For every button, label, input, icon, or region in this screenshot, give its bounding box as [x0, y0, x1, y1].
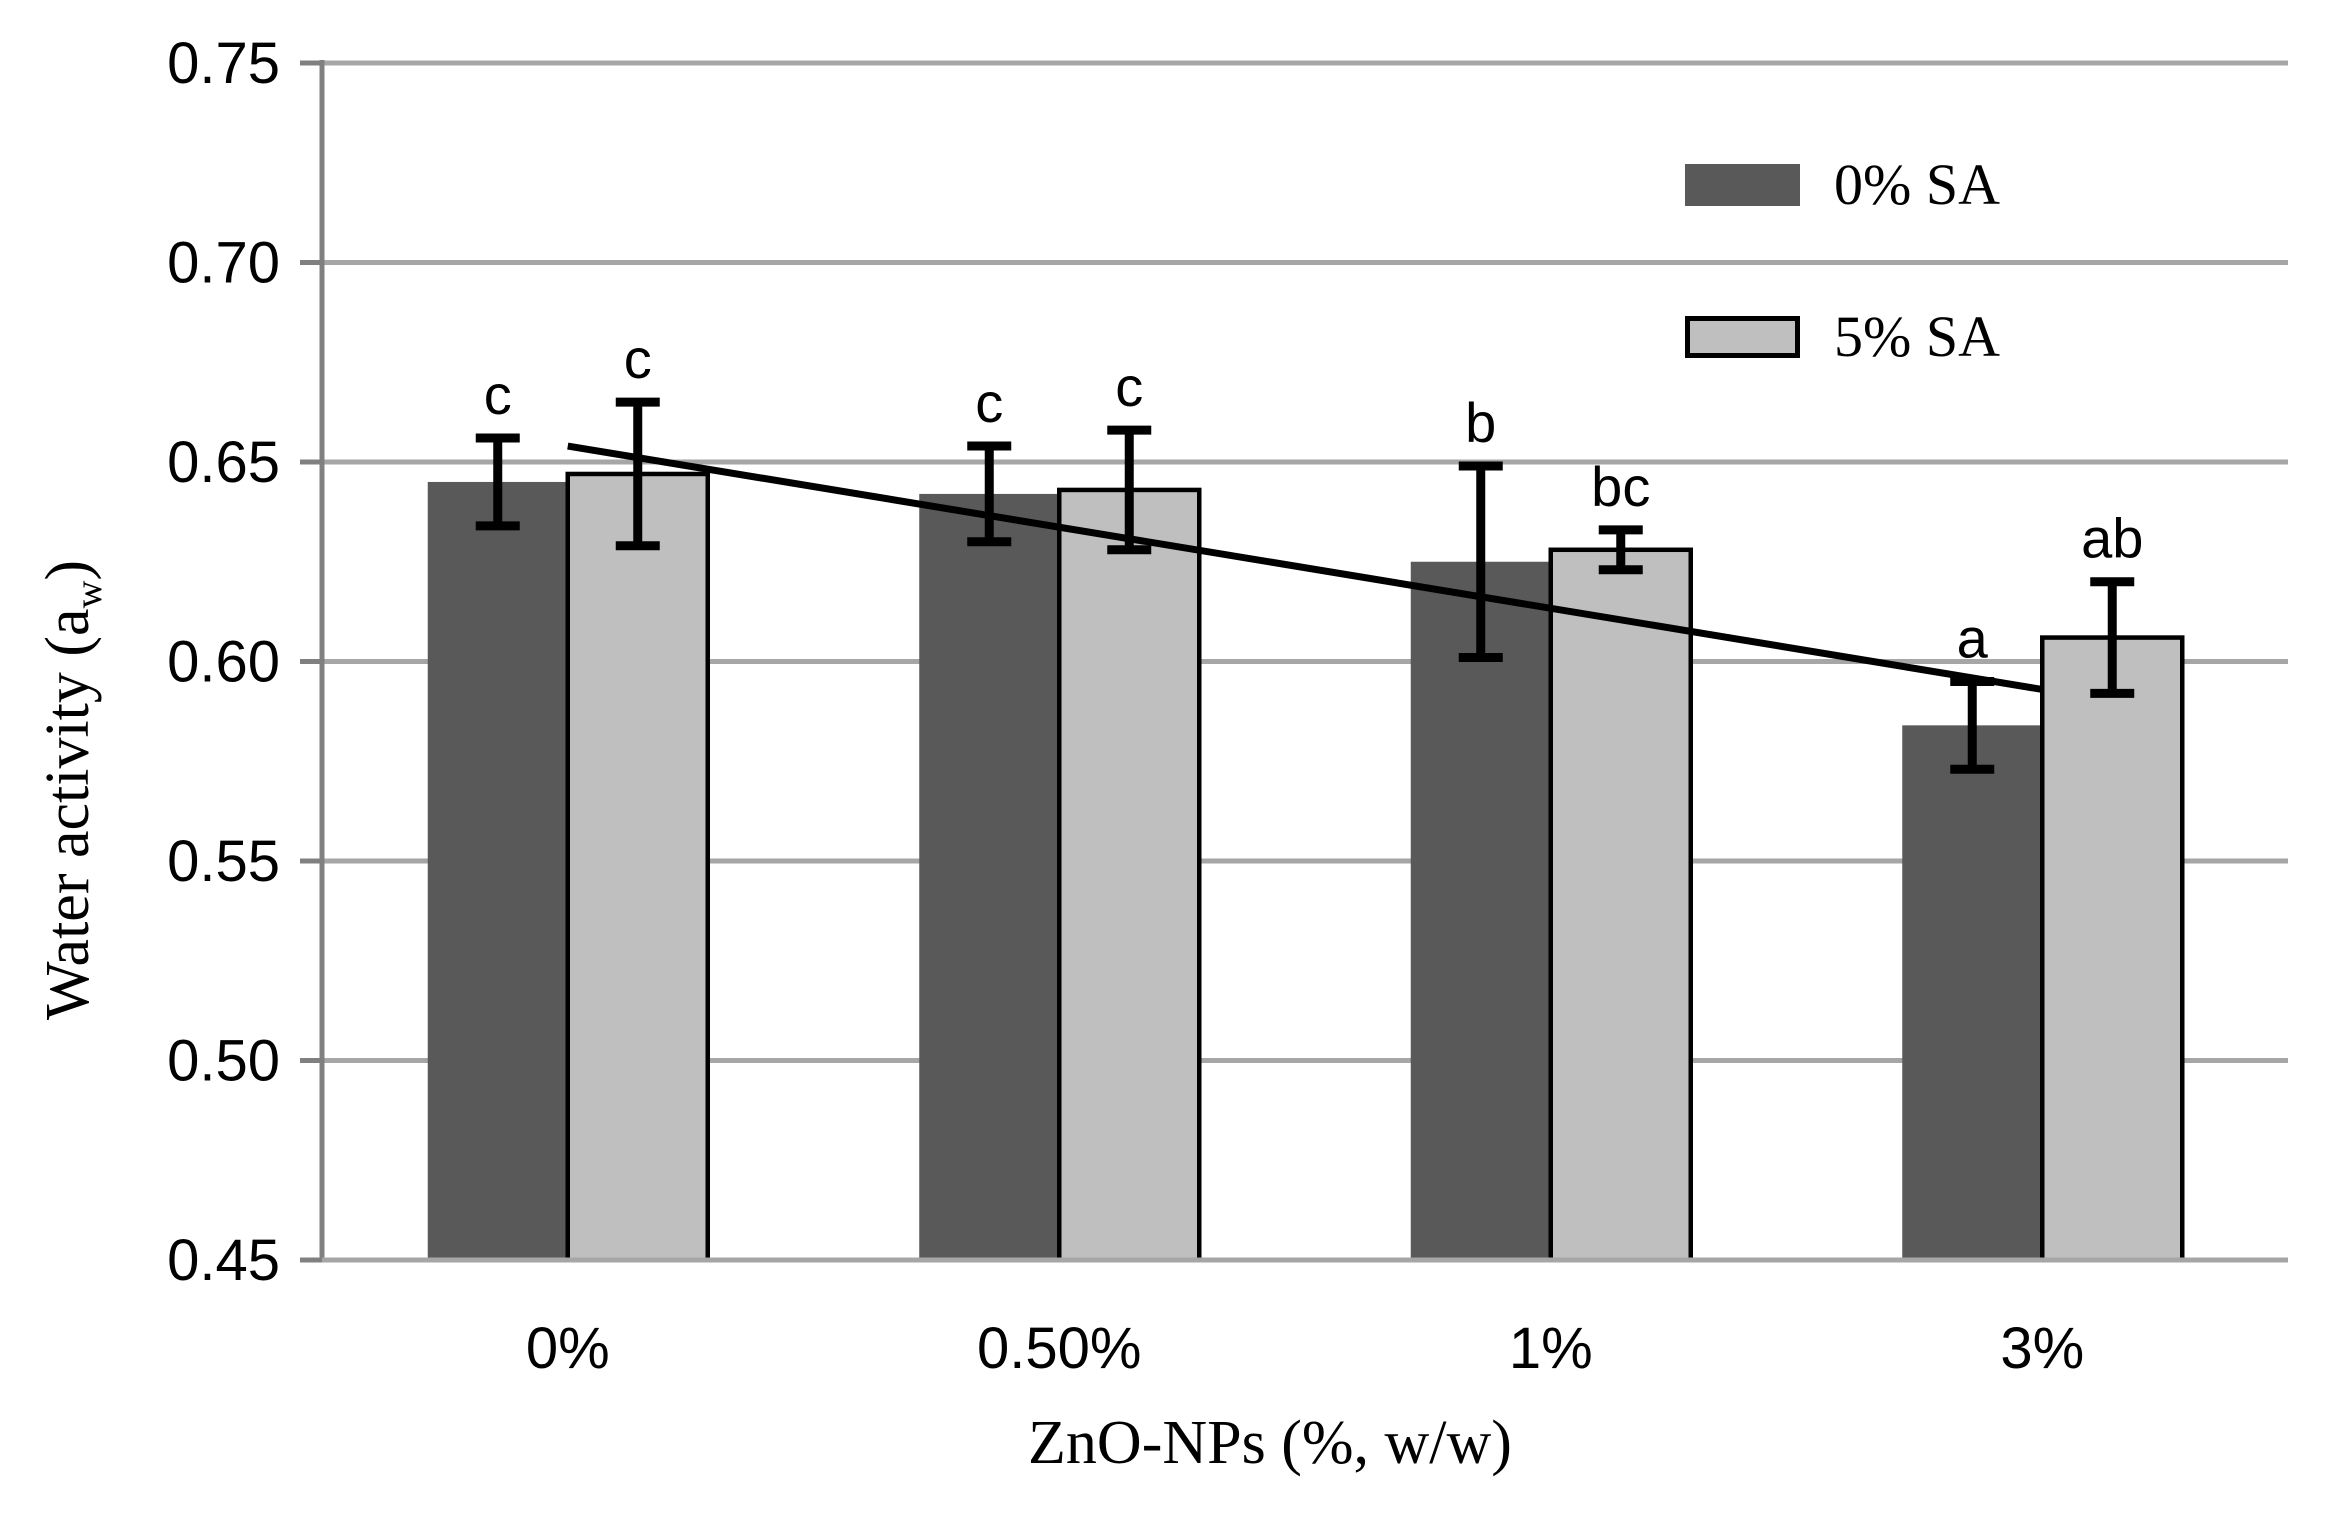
bar-5-sa-0.50%: [1057, 487, 1202, 1263]
bar-5-sa-1%: [1548, 547, 1693, 1263]
y-tick-label: 0.55: [167, 829, 280, 894]
bar-0-sa-3%: [1902, 725, 2043, 1260]
trend-line: [567, 442, 2043, 693]
y-tick-label: 0.75: [167, 31, 280, 96]
significance-letter: b: [1465, 391, 1496, 454]
y-tick-label: 0.70: [167, 231, 280, 296]
significance-letter: bc: [1591, 455, 1650, 518]
bar-0-sa-1%: [1410, 561, 1551, 1260]
significance-letter: a: [1957, 606, 1989, 669]
y-tick-label: 0.60: [167, 630, 280, 695]
significance-letter: c: [975, 371, 1003, 434]
bar-5-sa-3%: [2040, 635, 2185, 1263]
bar-0-sa-0.50%: [919, 493, 1060, 1260]
y-tick-label: 0.50: [167, 1029, 280, 1094]
bar-5-sa-0%: [565, 471, 710, 1263]
significance-letter: c: [484, 363, 512, 426]
significance-letter: c: [624, 327, 652, 390]
x-tick-label: 0.50%: [977, 1316, 1141, 1381]
x-tick-label: 0%: [526, 1316, 610, 1381]
y-tick-label: 0.65: [167, 430, 280, 495]
significance-letter: ab: [2081, 507, 2143, 570]
bar-0-sa-0%: [427, 481, 568, 1260]
significance-letter: c: [1115, 355, 1143, 418]
x-tick-label: 1%: [1509, 1316, 1593, 1381]
x-tick-label: 3%: [2000, 1316, 2084, 1381]
y-tick-label: 0.45: [167, 1228, 280, 1293]
